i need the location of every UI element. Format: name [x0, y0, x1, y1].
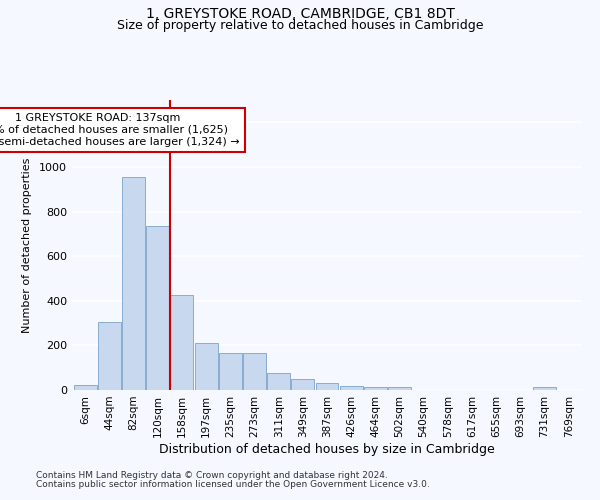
Text: Contains HM Land Registry data © Crown copyright and database right 2024.: Contains HM Land Registry data © Crown c…	[36, 471, 388, 480]
Bar	[170, 295, 193, 390]
Bar	[219, 353, 242, 390]
Bar	[146, 226, 169, 390]
Text: Contains public sector information licensed under the Open Government Licence v3: Contains public sector information licen…	[36, 480, 430, 489]
Text: Size of property relative to detached houses in Cambridge: Size of property relative to detached ho…	[117, 18, 483, 32]
Text: 1, GREYSTOKE ROAD, CAMBRIDGE, CB1 8DT: 1, GREYSTOKE ROAD, CAMBRIDGE, CB1 8DT	[146, 8, 454, 22]
Bar	[316, 382, 338, 390]
Bar	[74, 385, 97, 390]
Y-axis label: Number of detached properties: Number of detached properties	[22, 158, 32, 332]
Bar	[243, 353, 266, 390]
Bar	[364, 387, 387, 390]
Bar	[388, 387, 411, 390]
Bar	[292, 380, 314, 390]
Bar	[533, 388, 556, 390]
Bar	[98, 322, 121, 390]
Bar	[267, 374, 290, 390]
Text: 1 GREYSTOKE ROAD: 137sqm
← 54% of detached houses are smaller (1,625)
44% of sem: 1 GREYSTOKE ROAD: 137sqm ← 54% of detach…	[0, 114, 239, 146]
Bar	[122, 177, 145, 390]
Bar	[194, 343, 218, 390]
Text: Distribution of detached houses by size in Cambridge: Distribution of detached houses by size …	[159, 442, 495, 456]
Bar	[340, 386, 362, 390]
